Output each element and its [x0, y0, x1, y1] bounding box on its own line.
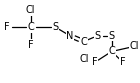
Text: S: S	[95, 31, 101, 41]
Text: Cl: Cl	[79, 54, 88, 64]
Text: S: S	[109, 31, 115, 41]
Text: F: F	[120, 57, 126, 67]
Text: Cl: Cl	[129, 42, 139, 51]
Text: N: N	[66, 31, 74, 41]
Text: C: C	[80, 37, 87, 46]
Text: C: C	[108, 46, 115, 56]
Text: Cl: Cl	[26, 5, 35, 15]
Text: C: C	[27, 22, 34, 32]
Text: S: S	[53, 22, 59, 32]
Text: F: F	[92, 57, 98, 67]
Text: F: F	[28, 40, 33, 50]
Text: F: F	[4, 22, 10, 32]
